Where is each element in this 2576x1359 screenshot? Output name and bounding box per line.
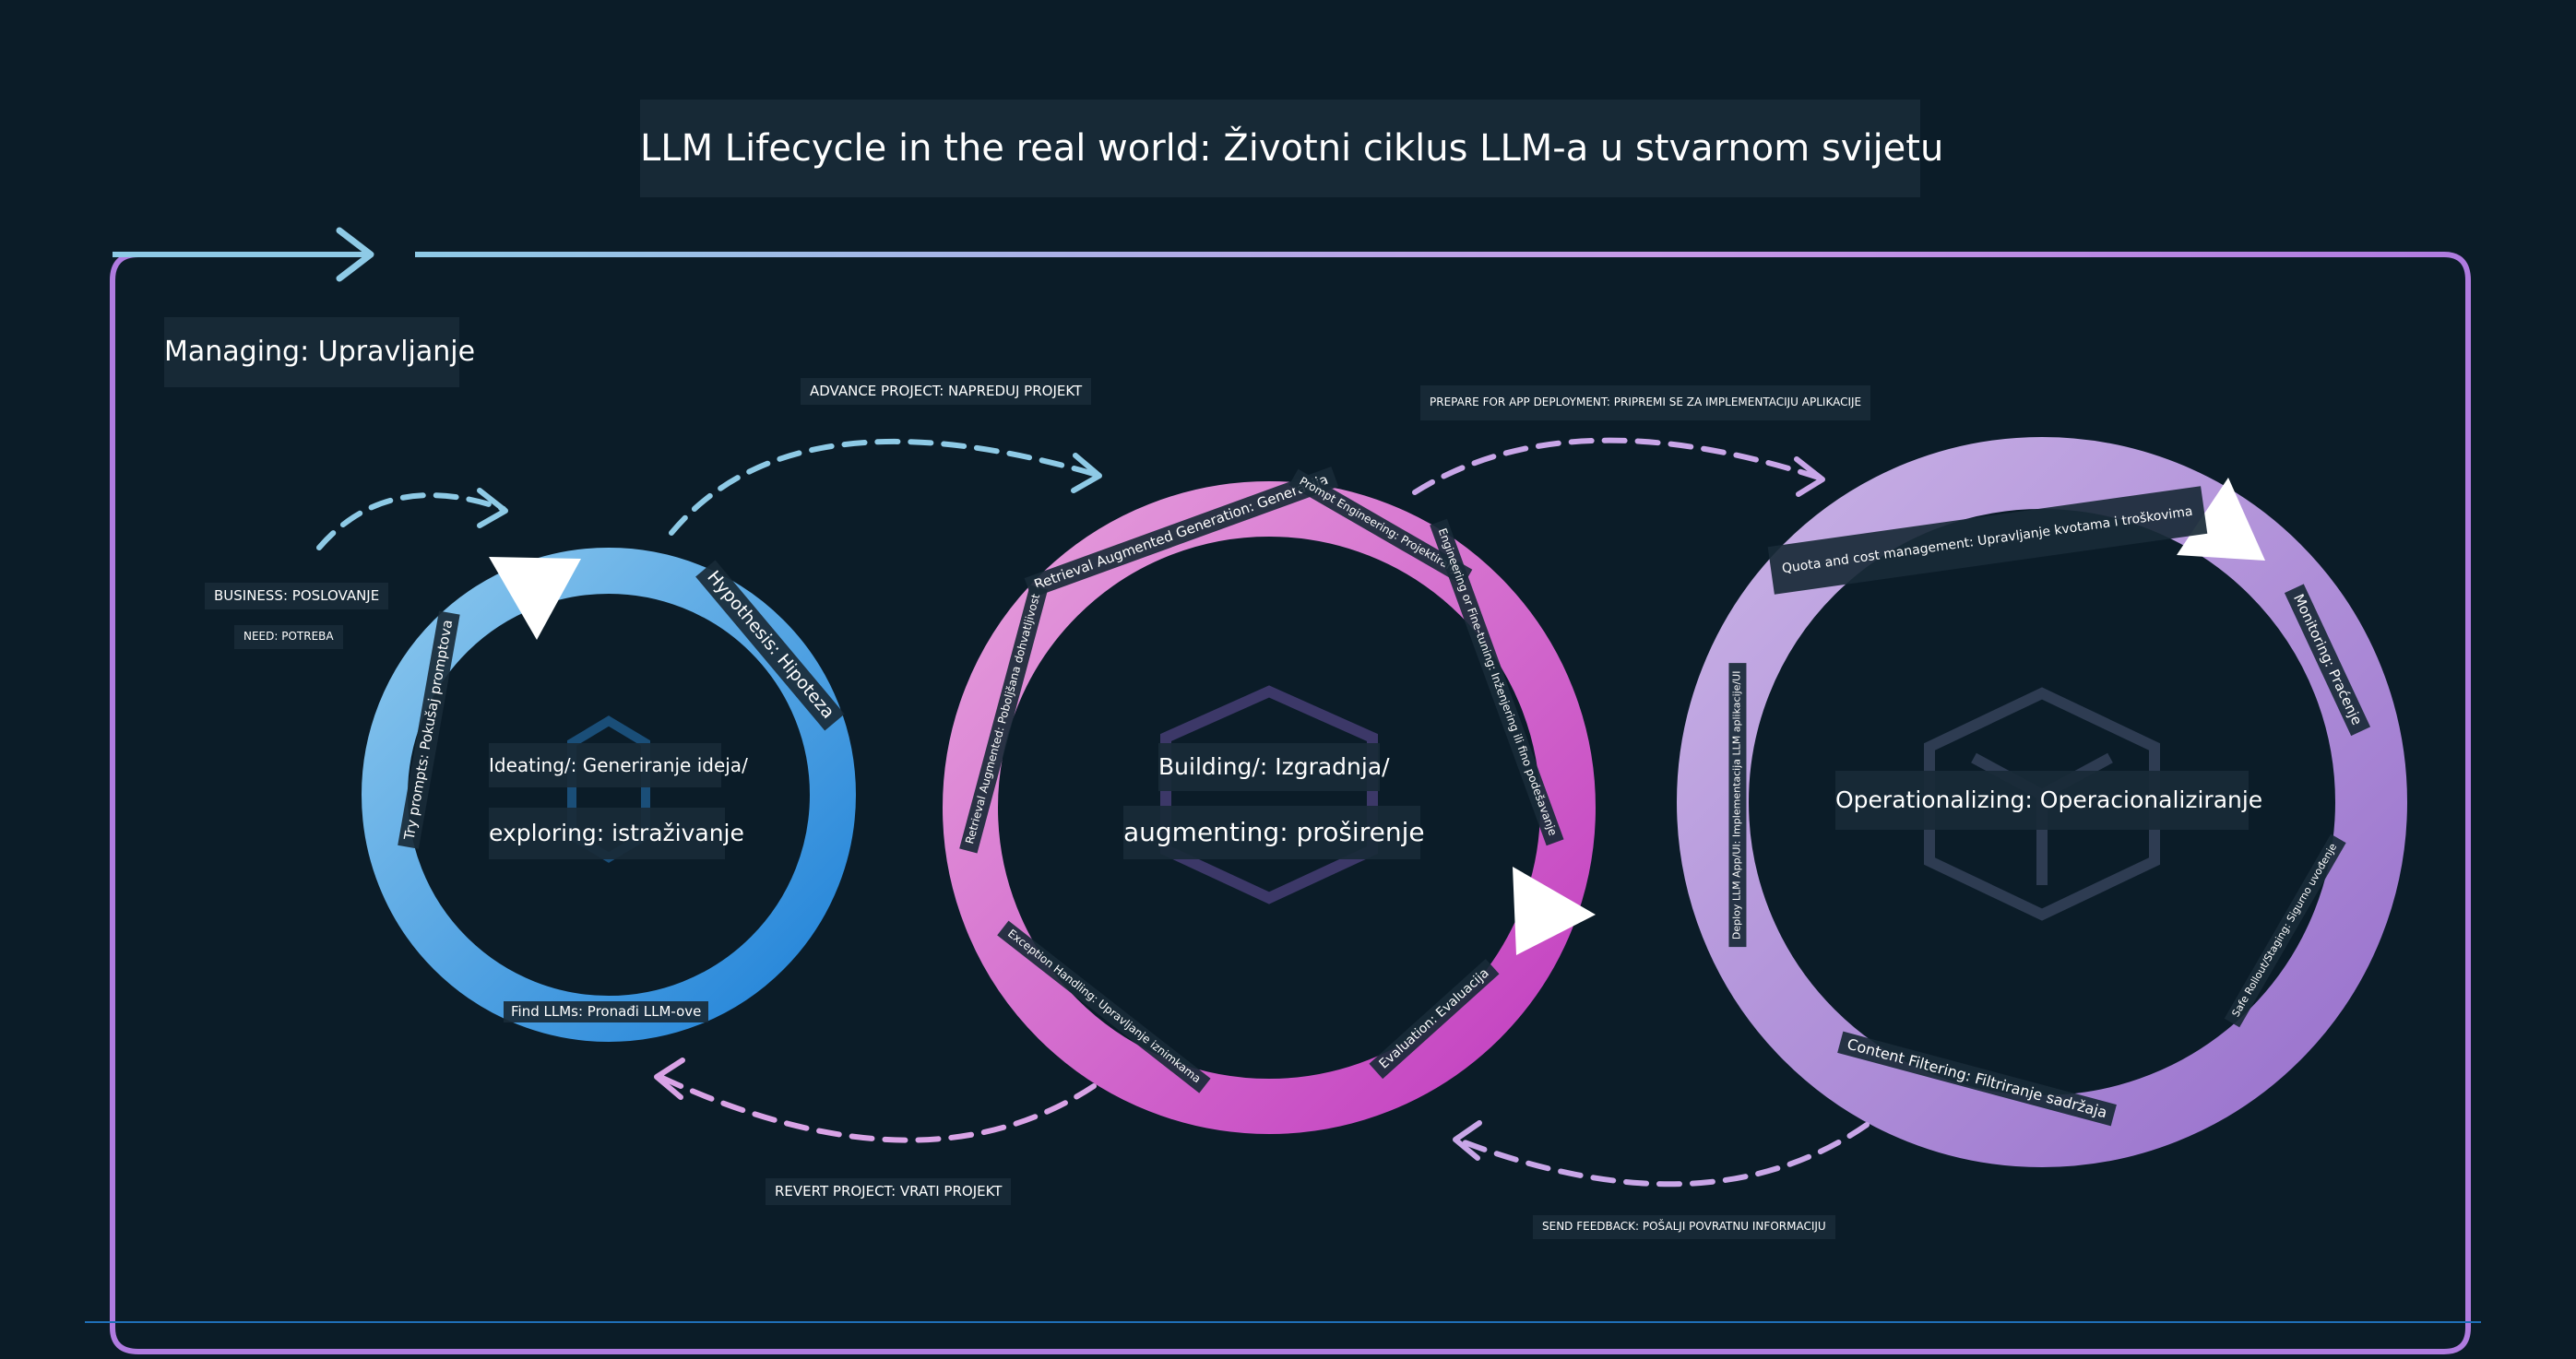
- business-label: BUSINESS: POSLOVANJE: [205, 583, 389, 610]
- business-need-arrow: [316, 492, 506, 550]
- advance-project-arrow: [669, 439, 1097, 536]
- advance-arrowhead-icon: [1071, 453, 1102, 493]
- operationalizing-title: Operationalizing: Operacionaliziranje: [1835, 771, 2262, 830]
- operationalizing-ring: [1677, 437, 2407, 1167]
- advance-project-label: ADVANCE PROJECT: NAPREDUJ PROJEKT: [801, 378, 1092, 406]
- managing-label: Managing: Upravljanje: [164, 317, 475, 387]
- operationalizing-ring-arrow-icon: [2177, 478, 2265, 561]
- step-find-llms: Find LLMs: Pronađi LLM-ove: [504, 1001, 709, 1023]
- diagram-title: LLM Lifecycle in the real world: Životni…: [640, 100, 1943, 197]
- building-hex-icon: [1160, 685, 1378, 904]
- frame-arrow-icon: [336, 227, 374, 282]
- ideating-ring-arrow-icon: [489, 557, 581, 640]
- building-title: Building/: Izgradnja/: [1158, 743, 1390, 791]
- ideating-subtitle: exploring: istraživanje: [489, 808, 744, 859]
- need-label: NEED: POTREBA: [234, 625, 343, 649]
- prepare-deployment-label: PREPARE FOR APP DEPLOYMENT: PRIPREMI SE …: [1420, 385, 1871, 420]
- revert-project-label: REVERT PROJECT: VRATI PROJEKT: [766, 1178, 1012, 1206]
- feedback-arrowhead-icon: [1453, 1120, 1482, 1161]
- prepare-deployment-arrow: [1412, 437, 1822, 495]
- revert-project-arrow: [658, 1074, 1097, 1143]
- step-deploy-app: Deploy LLM App/UI: Implementacija LLM ap…: [1728, 663, 1747, 948]
- send-feedback-label: SEND FEEDBACK: POŠALJI POVRATNU INFORMAC…: [1533, 1215, 1835, 1239]
- building-ring-arrow-icon: [1513, 867, 1596, 955]
- revert-arrowhead-icon: [654, 1058, 685, 1100]
- send-feedback-arrow: [1454, 1122, 1870, 1188]
- prepare-arrowhead-icon: [1794, 456, 1825, 497]
- managing-frame: [110, 227, 2471, 1354]
- transition-arrows: [316, 437, 1870, 1188]
- business-arrowhead-icon: [477, 488, 508, 528]
- building-subtitle: augmenting: proširenje: [1123, 806, 1425, 859]
- ideating-title: Ideating/: Generiranje ideja/: [489, 743, 748, 787]
